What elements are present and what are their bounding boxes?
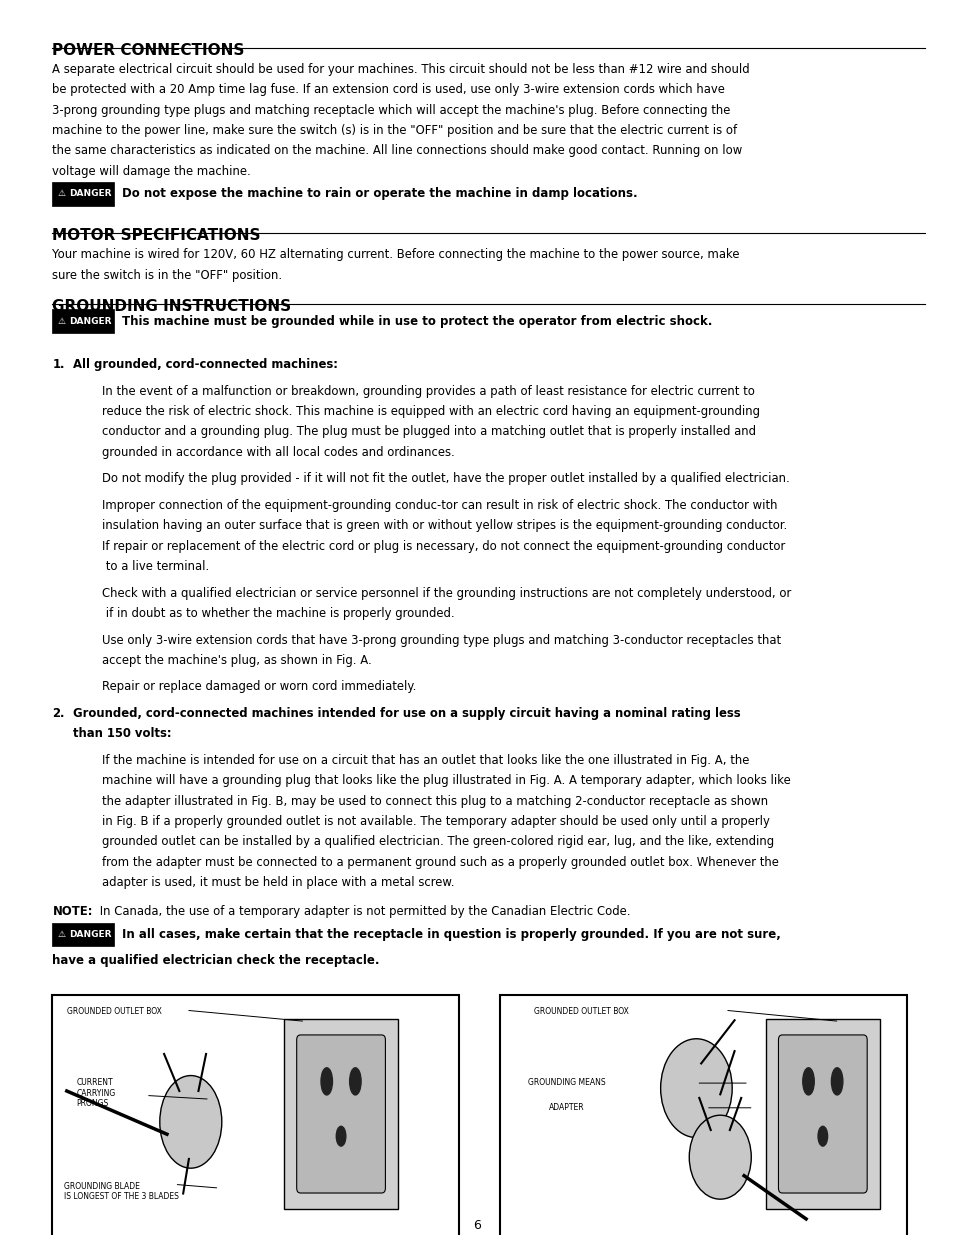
Text: voltage will damage the machine.: voltage will damage the machine. [52, 164, 251, 178]
Text: 6: 6 [473, 1219, 480, 1233]
Ellipse shape [335, 1126, 345, 1146]
FancyBboxPatch shape [51, 923, 113, 946]
Text: NOTE:: NOTE: [52, 905, 92, 919]
Text: ⚠: ⚠ [57, 189, 66, 199]
Text: if in doubt as to whether the machine is properly grounded.: if in doubt as to whether the machine is… [102, 606, 455, 620]
Text: reduce the risk of electric shock. This machine is equipped with an electric cor: reduce the risk of electric shock. This … [102, 405, 760, 419]
Text: Do not expose the machine to rain or operate the machine in damp locations.: Do not expose the machine to rain or ope… [122, 188, 637, 200]
Text: 2.: 2. [52, 706, 65, 720]
Text: machine to the power line, make sure the switch (s) is in the "OFF" position and: machine to the power line, make sure the… [52, 124, 737, 137]
Text: DANGER: DANGER [69, 930, 112, 939]
Text: Check with a qualified electrician or service personnel if the grounding instruc: Check with a qualified electrician or se… [102, 587, 790, 600]
Ellipse shape [159, 1076, 221, 1168]
Text: MOTOR SPECIFICATIONS: MOTOR SPECIFICATIONS [52, 228, 261, 243]
Text: POWER CONNECTIONS: POWER CONNECTIONS [52, 43, 245, 58]
Text: grounded outlet can be installed by a qualified electrician. The green-colored r: grounded outlet can be installed by a qu… [102, 835, 774, 848]
Text: 3-prong grounding type plugs and matching receptacle which will accept the machi: 3-prong grounding type plugs and matchin… [52, 104, 730, 117]
Text: machine will have a grounding plug that looks like the plug illustrated in Fig. : machine will have a grounding plug that … [102, 774, 790, 788]
Text: If repair or replacement of the electric cord or plug is necessary, do not conne: If repair or replacement of the electric… [102, 540, 784, 553]
Text: the adapter illustrated in Fig. B, may be used to connect this plug to a matchin: the adapter illustrated in Fig. B, may b… [102, 794, 767, 808]
Text: be protected with a 20 Amp time lag fuse. If an extension cord is used, use only: be protected with a 20 Amp time lag fuse… [52, 84, 724, 96]
Text: insulation having an outer surface that is green with or without yellow stripes : insulation having an outer surface that … [102, 519, 786, 532]
Ellipse shape [830, 1068, 842, 1095]
Text: GROUNDED OUTLET BOX: GROUNDED OUTLET BOX [67, 1007, 161, 1015]
FancyBboxPatch shape [284, 1019, 397, 1209]
FancyBboxPatch shape [51, 995, 458, 1235]
Text: Your machine is wired for 120V, 60 HZ alternating current. Before connecting the: Your machine is wired for 120V, 60 HZ al… [52, 248, 740, 262]
Text: conductor and a grounding plug. The plug must be plugged into a matching outlet : conductor and a grounding plug. The plug… [102, 425, 756, 438]
Text: adapter is used, it must be held in place with a metal screw.: adapter is used, it must be held in plac… [102, 876, 454, 889]
FancyBboxPatch shape [296, 1035, 385, 1193]
Text: Grounded, cord-connected machines intended for use on a supply circuit having a : Grounded, cord-connected machines intend… [73, 706, 740, 720]
Text: A separate electrical circuit should be used for your machines. This circuit sho: A separate electrical circuit should be … [52, 63, 749, 77]
Text: GROUNDED OUTLET BOX: GROUNDED OUTLET BOX [534, 1007, 628, 1015]
Text: DANGER: DANGER [69, 189, 112, 199]
Text: ⚠: ⚠ [57, 316, 66, 326]
Text: GROUNDING MEANS: GROUNDING MEANS [527, 1078, 604, 1087]
Text: If the machine is intended for use on a circuit that has an outlet that looks li: If the machine is intended for use on a … [102, 753, 749, 767]
FancyBboxPatch shape [778, 1035, 866, 1193]
FancyBboxPatch shape [51, 309, 113, 332]
Text: In the event of a malfunction or breakdown, grounding provides a path of least r: In the event of a malfunction or breakdo… [102, 384, 754, 398]
Ellipse shape [817, 1126, 826, 1146]
Text: All grounded, cord-connected machines:: All grounded, cord-connected machines: [73, 358, 338, 372]
Text: grounded in accordance with all local codes and ordinances.: grounded in accordance with all local co… [102, 446, 455, 459]
Text: have a qualified electrician check the receptacle.: have a qualified electrician check the r… [52, 953, 379, 967]
Text: Do not modify the plug provided - if it will not fit the outlet, have the proper: Do not modify the plug provided - if it … [102, 472, 789, 485]
Text: This machine must be grounded while in use to protect the operator from electric: This machine must be grounded while in u… [122, 315, 712, 327]
Text: from the adapter must be connected to a permanent ground such as a properly grou: from the adapter must be connected to a … [102, 856, 779, 869]
FancyBboxPatch shape [765, 1019, 879, 1209]
Text: ADAPTER: ADAPTER [548, 1103, 583, 1112]
Ellipse shape [320, 1068, 332, 1095]
Text: DANGER: DANGER [69, 316, 112, 326]
Text: CURRENT
CARRYING
PRONGS: CURRENT CARRYING PRONGS [76, 1078, 115, 1108]
Text: In Canada, the use of a temporary adapter is not permitted by the Canadian Elect: In Canada, the use of a temporary adapte… [96, 905, 630, 919]
Text: to a live terminal.: to a live terminal. [102, 559, 209, 573]
Text: than 150 volts:: than 150 volts: [73, 727, 172, 741]
Ellipse shape [802, 1068, 814, 1095]
Text: the same characteristics as indicated on the machine. All line connections shoul: the same characteristics as indicated on… [52, 144, 742, 158]
Text: Improper connection of the equipment-grounding conduc-tor can result in risk of : Improper connection of the equipment-gro… [102, 499, 777, 513]
Text: Repair or replace damaged or worn cord immediately.: Repair or replace damaged or worn cord i… [102, 680, 416, 694]
FancyBboxPatch shape [499, 995, 906, 1235]
Text: In all cases, make certain that the receptacle in question is properly grounded.: In all cases, make certain that the rece… [122, 927, 781, 941]
Text: GROUNDING INSTRUCTIONS: GROUNDING INSTRUCTIONS [52, 299, 292, 314]
Text: sure the switch is in the "OFF" position.: sure the switch is in the "OFF" position… [52, 268, 282, 282]
Text: ⚠: ⚠ [57, 930, 66, 939]
Ellipse shape [688, 1115, 750, 1199]
Text: in Fig. B if a properly grounded outlet is not available. The temporary adapter : in Fig. B if a properly grounded outlet … [102, 815, 769, 829]
FancyBboxPatch shape [51, 182, 113, 205]
Ellipse shape [659, 1039, 731, 1137]
Ellipse shape [349, 1068, 360, 1095]
Text: Use only 3-wire extension cords that have 3-prong grounding type plugs and match: Use only 3-wire extension cords that hav… [102, 634, 781, 647]
Text: GROUNDING BLADE
IS LONGEST OF THE 3 BLADES: GROUNDING BLADE IS LONGEST OF THE 3 BLAD… [64, 1182, 178, 1202]
Text: 1.: 1. [52, 358, 65, 372]
Text: accept the machine's plug, as shown in Fig. A.: accept the machine's plug, as shown in F… [102, 653, 372, 667]
